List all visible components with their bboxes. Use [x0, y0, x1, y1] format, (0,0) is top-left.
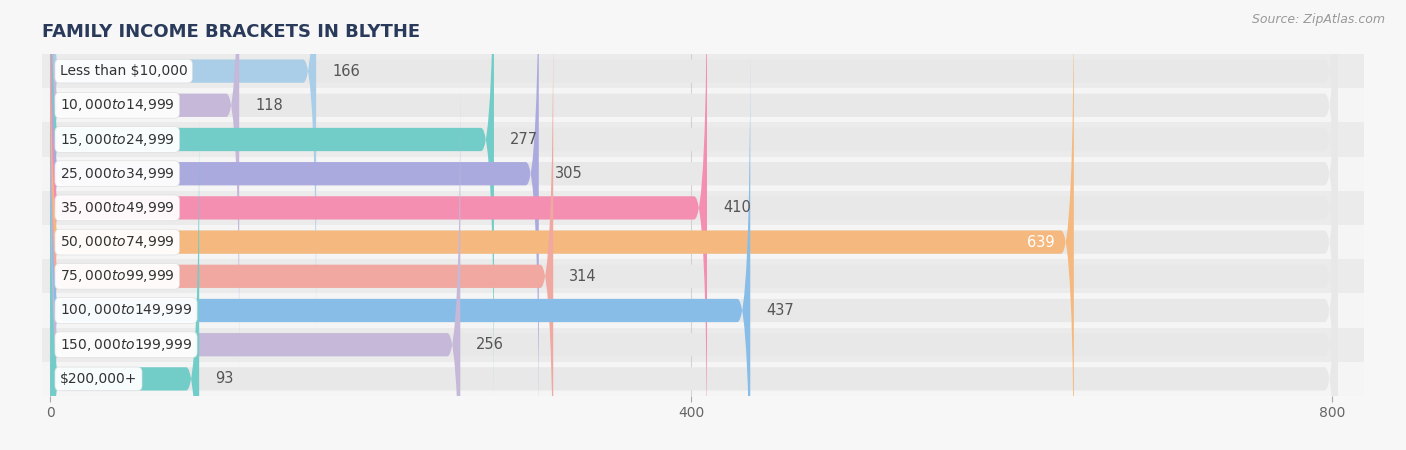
Text: $100,000 to $149,999: $100,000 to $149,999 [60, 302, 193, 319]
FancyBboxPatch shape [51, 0, 707, 450]
FancyBboxPatch shape [51, 0, 538, 436]
Text: 118: 118 [256, 98, 283, 113]
Bar [42, 362, 1364, 396]
FancyBboxPatch shape [51, 0, 1337, 450]
FancyBboxPatch shape [51, 0, 1337, 450]
Bar [42, 191, 1364, 225]
Bar [42, 225, 1364, 259]
FancyBboxPatch shape [51, 14, 553, 450]
Bar [42, 328, 1364, 362]
Text: $50,000 to $74,999: $50,000 to $74,999 [60, 234, 174, 250]
FancyBboxPatch shape [51, 0, 1074, 450]
Text: Source: ZipAtlas.com: Source: ZipAtlas.com [1251, 14, 1385, 27]
Bar [42, 293, 1364, 328]
FancyBboxPatch shape [51, 49, 751, 450]
Text: 305: 305 [555, 166, 582, 181]
Text: $200,000+: $200,000+ [60, 372, 138, 386]
FancyBboxPatch shape [51, 83, 460, 450]
Text: $75,000 to $99,999: $75,000 to $99,999 [60, 268, 174, 284]
Text: 93: 93 [215, 371, 233, 387]
Text: 277: 277 [510, 132, 538, 147]
Text: Less than $10,000: Less than $10,000 [60, 64, 187, 78]
FancyBboxPatch shape [51, 0, 1337, 401]
FancyBboxPatch shape [51, 117, 200, 450]
FancyBboxPatch shape [51, 0, 1337, 333]
FancyBboxPatch shape [51, 0, 316, 333]
Text: $35,000 to $49,999: $35,000 to $49,999 [60, 200, 174, 216]
Text: 166: 166 [332, 63, 360, 79]
Text: $150,000 to $199,999: $150,000 to $199,999 [60, 337, 193, 353]
FancyBboxPatch shape [51, 0, 239, 367]
Bar [42, 54, 1364, 88]
FancyBboxPatch shape [51, 0, 1337, 367]
Bar [42, 122, 1364, 157]
Text: FAMILY INCOME BRACKETS IN BLYTHE: FAMILY INCOME BRACKETS IN BLYTHE [42, 23, 420, 41]
Bar [42, 259, 1364, 293]
FancyBboxPatch shape [51, 117, 1337, 450]
FancyBboxPatch shape [51, 49, 1337, 450]
Text: 314: 314 [569, 269, 598, 284]
FancyBboxPatch shape [51, 0, 1337, 436]
Text: $10,000 to $14,999: $10,000 to $14,999 [60, 97, 174, 113]
Text: $25,000 to $34,999: $25,000 to $34,999 [60, 166, 174, 182]
Text: 437: 437 [766, 303, 794, 318]
FancyBboxPatch shape [51, 14, 1337, 450]
Text: 639: 639 [1026, 234, 1054, 250]
Text: 410: 410 [723, 200, 751, 216]
Text: 256: 256 [477, 337, 505, 352]
FancyBboxPatch shape [51, 0, 494, 401]
Bar [42, 88, 1364, 122]
Text: $15,000 to $24,999: $15,000 to $24,999 [60, 131, 174, 148]
Bar [42, 157, 1364, 191]
FancyBboxPatch shape [51, 83, 1337, 450]
